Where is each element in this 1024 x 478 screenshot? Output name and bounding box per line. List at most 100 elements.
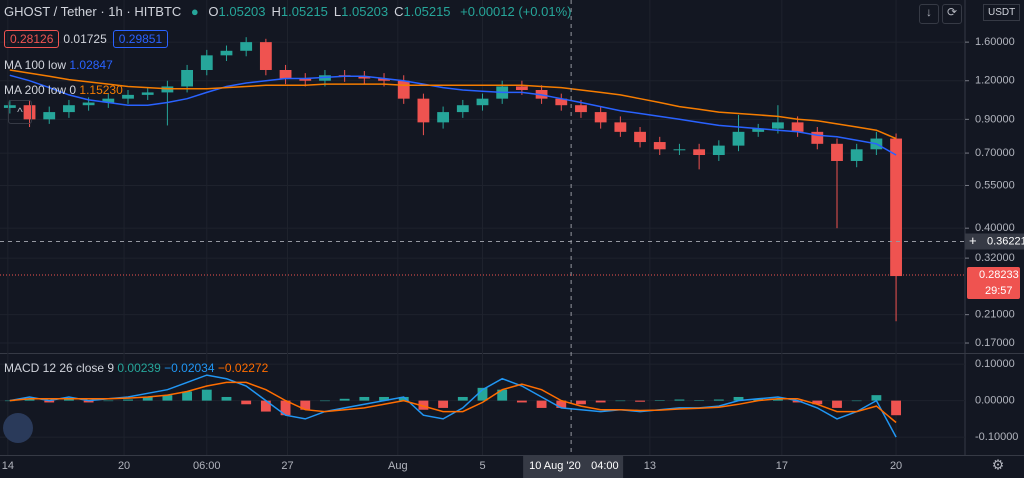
y-tick-label: 0.90000 — [975, 113, 1015, 125]
x-tick-label: 13 — [644, 460, 656, 472]
histogram-bar — [891, 400, 901, 416]
histogram-bar — [497, 389, 508, 401]
spread: 0.01725 — [63, 32, 107, 46]
candle-body — [752, 128, 765, 132]
ma-name: MA 200 low 0 — [4, 83, 77, 97]
macd-line — [9, 381, 897, 424]
histogram-bar — [635, 400, 645, 402]
histogram-bar — [615, 400, 626, 402]
macd-value: −0.02034 — [164, 361, 215, 375]
candle-body — [23, 105, 36, 120]
reset-button[interactable]: ⟳ — [942, 4, 962, 24]
histogram-bar — [24, 398, 35, 401]
y-tick-label: 0.40000 — [975, 222, 1015, 234]
histogram-bar — [359, 396, 370, 401]
histogram-bar — [320, 400, 330, 402]
ohlc-label: O — [208, 4, 219, 19]
candle-body — [575, 105, 587, 113]
y-tick-label: -0.10000 — [975, 431, 1018, 443]
y-tick-label: 0.21000 — [975, 309, 1015, 321]
candle-body — [240, 42, 253, 51]
histogram-bar — [536, 400, 547, 408]
candle-body — [476, 98, 489, 106]
candle-body — [200, 55, 213, 70]
histogram-bar — [576, 400, 586, 405]
logo[interactable] — [3, 413, 33, 443]
candle-body — [634, 131, 646, 143]
y-tick-label: 0.10000 — [975, 358, 1015, 370]
currency[interactable]: USDT — [983, 4, 1021, 21]
ohlc-value: 1.05203 — [341, 4, 389, 19]
candle-body — [141, 92, 154, 95]
histogram-bar — [556, 400, 567, 408]
settings-icon: ⚙ — [992, 457, 1005, 473]
symbol[interactable]: GHOST / Tether — [4, 4, 97, 19]
scroll-button[interactable]: ↓ — [919, 4, 939, 24]
candle-body — [3, 105, 16, 108]
candle-body — [181, 69, 193, 87]
histogram-bar — [812, 400, 823, 405]
hist-value: 0.00239 — [117, 361, 161, 375]
candle-body — [102, 98, 115, 103]
macd-line — [9, 374, 897, 438]
ohlc-label: C — [394, 4, 404, 19]
histogram-bar — [142, 396, 153, 401]
x-tick-label: 17 — [776, 460, 788, 472]
countdown: 29:57 — [985, 285, 1013, 297]
candle-body — [614, 122, 627, 132]
histogram-bar — [339, 398, 350, 401]
last-price-label: 0.28233 — [979, 269, 1019, 281]
ohlc-value: 1.05215 — [403, 4, 451, 19]
candle-body — [653, 142, 666, 150]
ohlc-value: 1.05215 — [280, 4, 328, 19]
candle-body — [358, 76, 371, 79]
candle-body — [673, 149, 686, 151]
y-tick-label: 0.32000 — [975, 252, 1015, 264]
candle-body — [811, 131, 824, 144]
histogram-bar — [201, 389, 212, 401]
bid[interactable]: 0.28126 — [4, 30, 60, 48]
ohlc-value: 1.05203 — [218, 4, 266, 19]
candle-body — [299, 78, 312, 81]
crosshair-x-time: 04:00 — [591, 460, 619, 472]
candle-body — [831, 143, 843, 161]
histogram-bar — [103, 400, 114, 402]
quote-row: 0.28126 0.01725 0.29851 — [4, 30, 172, 48]
interval[interactable]: 1h — [108, 4, 123, 19]
ma-value: 1.02847 — [69, 58, 113, 72]
histogram-bar — [182, 391, 193, 401]
y-tick-label: 0.55000 — [975, 179, 1015, 191]
y-tick-label: 1.20000 — [975, 75, 1015, 87]
histogram-bar — [477, 387, 488, 401]
histogram-bar — [260, 400, 271, 412]
ohlc-label: L — [333, 4, 342, 19]
candle-body — [63, 105, 75, 113]
crosshair-x-box — [523, 456, 624, 478]
crosshair-y-box — [965, 233, 1024, 250]
histogram-bar — [516, 400, 527, 403]
crosshair-x-label: 10 Aug '20 — [529, 460, 581, 472]
histogram-bar — [674, 399, 685, 401]
x-tick-label: 20 — [890, 460, 902, 472]
histogram-bar — [832, 400, 842, 408]
status-dot: ● — [190, 4, 199, 19]
ma-value: 1.15230 — [79, 83, 123, 97]
candle-body — [555, 98, 568, 106]
histogram-bar — [694, 400, 705, 401]
x-tick-label: 20 — [118, 460, 130, 472]
histogram-bar — [438, 400, 449, 408]
x-tick-label: 06:00 — [193, 460, 221, 472]
x-tick-label: 14 — [2, 460, 14, 472]
ma100-legend: MA 100 low 1.02847 — [4, 58, 113, 72]
candle-body — [890, 138, 902, 277]
candle-body — [791, 122, 804, 132]
ma200-legend: MA 200 low 0 1.15230 — [4, 83, 123, 97]
ma-name: MA 100 low — [4, 58, 67, 72]
candle-body — [397, 80, 410, 99]
histogram-bar — [162, 395, 173, 401]
candle-body — [772, 122, 784, 129]
ask[interactable]: 0.29851 — [112, 30, 169, 48]
histogram-bar — [300, 400, 311, 410]
histogram-bar — [733, 396, 744, 401]
collapse-button[interactable]: ^ — [8, 100, 32, 124]
